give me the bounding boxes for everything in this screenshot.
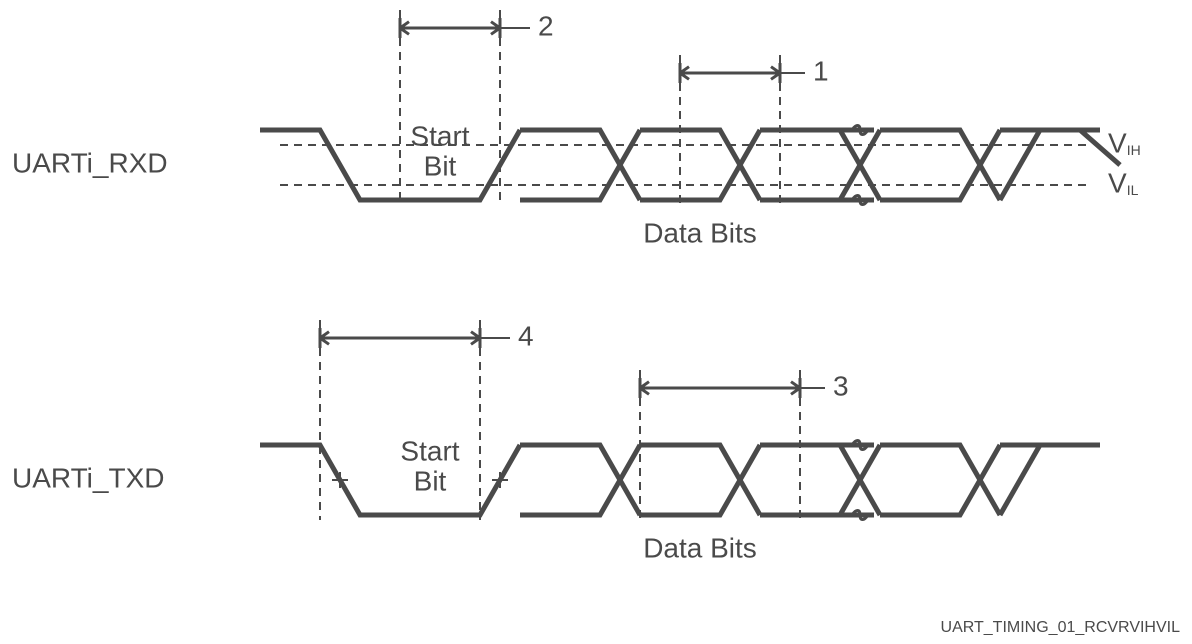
rxd-marker-2: 2 (538, 10, 554, 41)
rxd-startbit-l2: Bit (424, 150, 457, 181)
vih-label: VIH (1108, 127, 1141, 158)
txd-databits: Data Bits (643, 532, 757, 563)
txd-marker-4: 4 (518, 320, 534, 351)
vil-label: VIL (1108, 167, 1139, 198)
rxd-databits: Data Bits (643, 217, 757, 248)
txd-startbit-l1: Start (400, 435, 459, 466)
txd-startbit-l2: Bit (414, 465, 447, 496)
txd-marker-3: 3 (833, 370, 849, 401)
footer-id: UART_TIMING_01_RCVRVIHVIL (941, 619, 1181, 636)
rxd-startbit-l1: Start (410, 120, 469, 151)
rxd-name: UARTi_RXD (12, 147, 168, 178)
txd-name: UARTi_TXD (12, 462, 164, 493)
rxd-marker-1: 1 (813, 55, 829, 86)
